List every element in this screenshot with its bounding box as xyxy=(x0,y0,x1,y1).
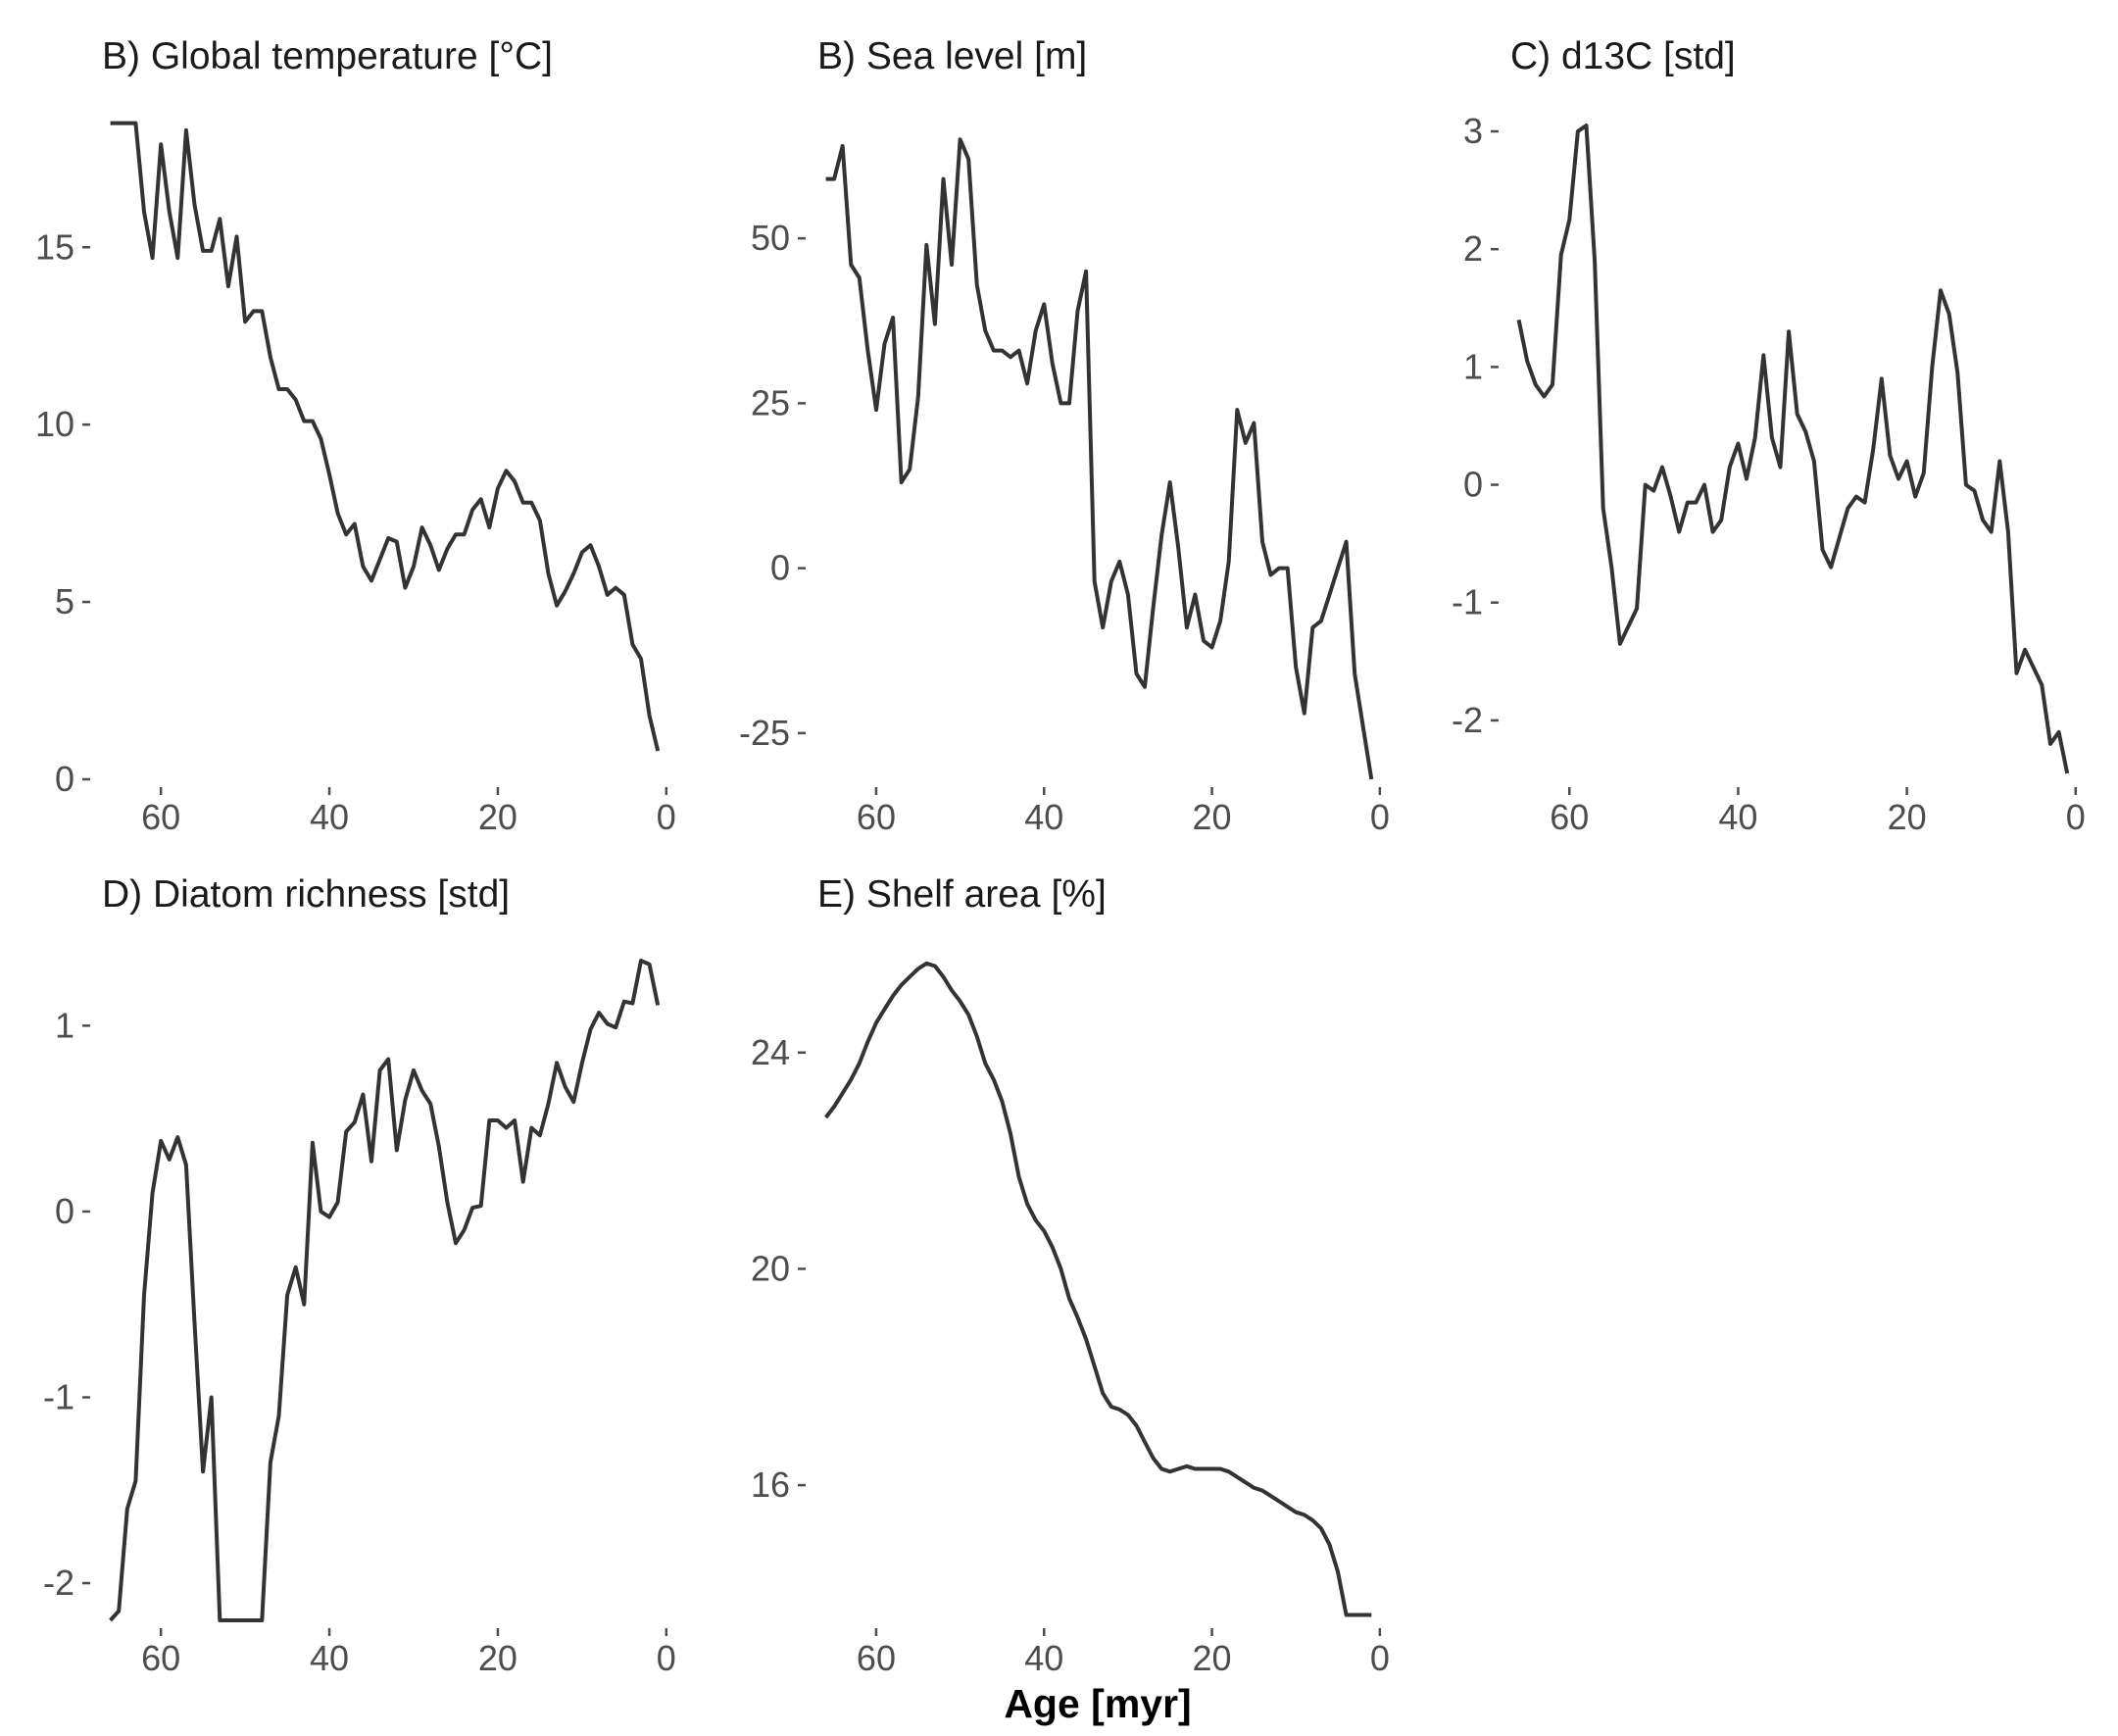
x-tick-label: 40 xyxy=(1718,797,1757,837)
panel-title: D) Diatom richness [std] xyxy=(102,873,510,916)
x-tick-label: 0 xyxy=(1370,1638,1390,1678)
y-tick-label: 10 xyxy=(35,404,74,444)
x-tick-label: 60 xyxy=(141,1638,180,1678)
x-tick-label: 60 xyxy=(857,797,896,837)
x-tick-label: 40 xyxy=(1024,1638,1063,1678)
panel-title: B) Global temperature [°C] xyxy=(102,35,553,77)
y-tick-label: 5 xyxy=(55,581,74,621)
x-tick-label: 20 xyxy=(1193,797,1232,837)
y-tick-label: 0 xyxy=(55,1191,74,1231)
panel-title: C) d13C [std] xyxy=(1510,35,1736,77)
x-tick-label: 20 xyxy=(478,797,517,837)
y-tick-label: 50 xyxy=(751,218,790,258)
panel-global-temperature: B) Global temperature [°C] 0 5 10 15 60 40 20 0 xyxy=(35,35,676,837)
y-tick-label: 16 xyxy=(751,1464,790,1505)
series-line xyxy=(110,121,661,752)
series-line xyxy=(109,959,661,1622)
x-tick-label: 0 xyxy=(2066,797,2086,837)
panel-shelf-area: E) Shelf area [%] 16 20 24 60 40 20 0 xyxy=(751,873,1390,1678)
x-tick-label: 20 xyxy=(478,1638,517,1678)
x-axis-label: Age [myr] xyxy=(1004,1681,1191,1726)
y-tick-label: 15 xyxy=(35,226,74,267)
y-tick-label: -1 xyxy=(1452,582,1483,622)
y-tick-label: 1 xyxy=(55,1005,74,1045)
x-tick-label: 0 xyxy=(657,1638,676,1678)
series-line xyxy=(1516,124,2070,774)
y-tick-label: 3 xyxy=(1463,111,1483,151)
x-tick-label: 0 xyxy=(1370,797,1390,837)
y-tick-label: -25 xyxy=(739,713,790,753)
y-tick-label: 25 xyxy=(751,382,790,422)
x-tick-label: 20 xyxy=(1888,797,1927,837)
y-tick-label: 0 xyxy=(55,759,74,799)
series-line xyxy=(825,137,1374,780)
panel-d13c: C) d13C [std] -2 -1 0 1 2 3 60 40 20 0 xyxy=(1452,35,2086,837)
y-tick-label: -2 xyxy=(43,1562,74,1603)
y-tick-label: -2 xyxy=(1452,700,1483,740)
x-tick-label: 60 xyxy=(857,1638,896,1678)
y-tick-label: 0 xyxy=(770,548,790,588)
panel-title: E) Shelf area [%] xyxy=(817,873,1107,916)
x-tick-label: 60 xyxy=(1550,797,1589,837)
series-line xyxy=(824,961,1372,1617)
y-tick-label: 1 xyxy=(1463,346,1483,386)
x-tick-label: 40 xyxy=(310,1638,349,1678)
panel-sea-level: B) Sea level [m] -25 0 25 50 60 40 20 0 xyxy=(739,35,1390,837)
panel-diatom-richness: D) Diatom richness [std] -2 -1 0 1 60 40 20 0 xyxy=(43,873,676,1678)
y-tick-label: 2 xyxy=(1463,228,1483,269)
y-tick-label: 20 xyxy=(751,1248,790,1288)
y-tick-label: 24 xyxy=(751,1032,790,1072)
y-tick-label: 0 xyxy=(1463,465,1483,505)
x-tick-label: 40 xyxy=(310,797,349,837)
x-tick-label: 20 xyxy=(1193,1638,1232,1678)
x-tick-label: 0 xyxy=(657,797,676,837)
y-tick-label: -1 xyxy=(43,1377,74,1417)
x-tick-label: 60 xyxy=(141,797,180,837)
panel-title: B) Sea level [m] xyxy=(817,35,1087,77)
x-tick-label: 40 xyxy=(1024,797,1063,837)
